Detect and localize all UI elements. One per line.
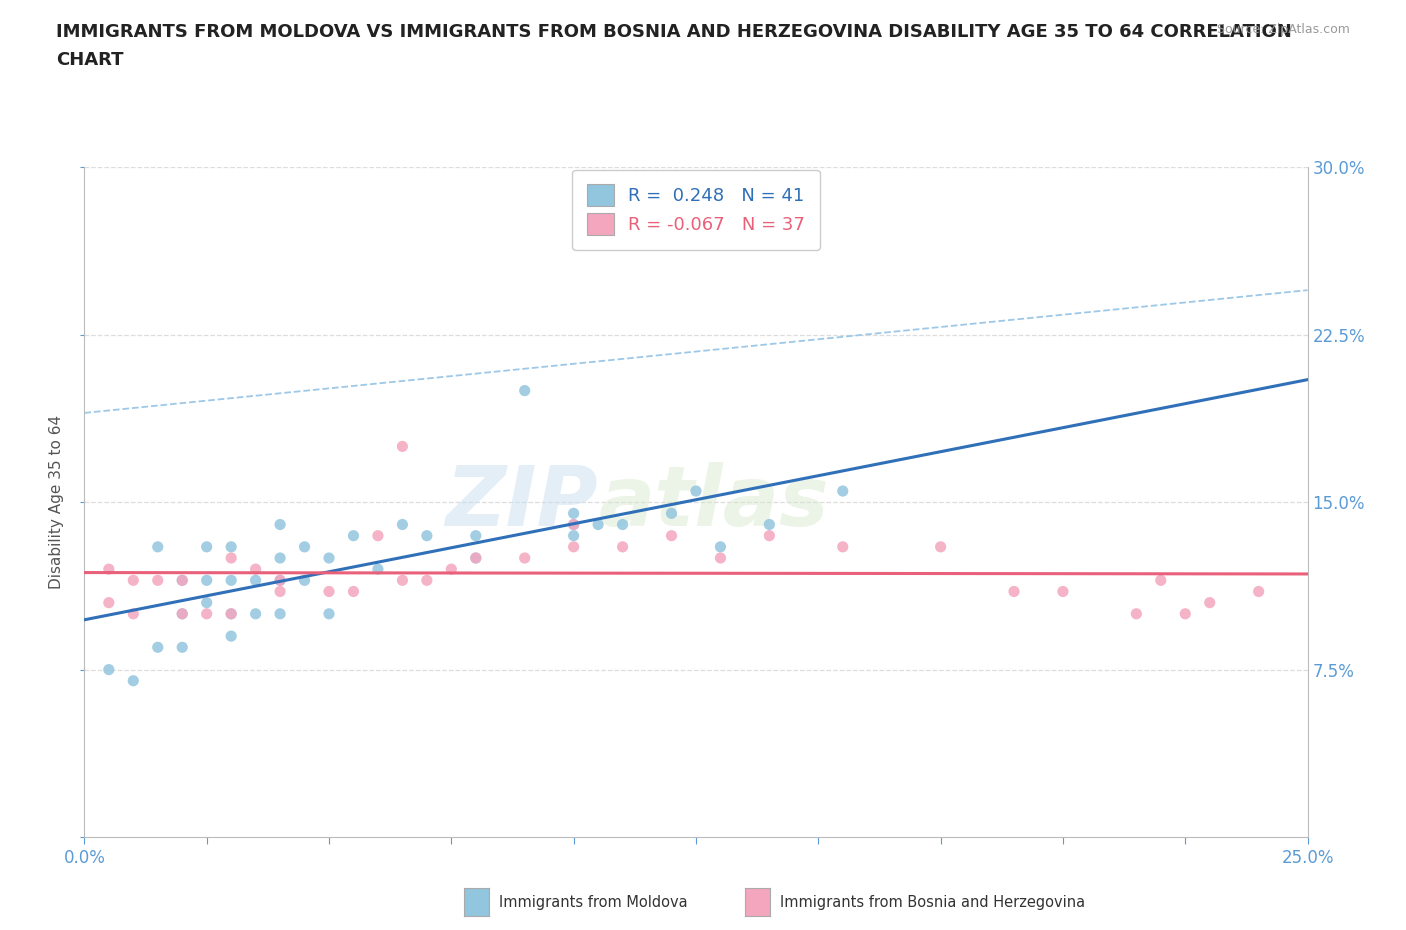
Point bbox=[612, 539, 634, 554]
Point bbox=[562, 517, 585, 532]
Point bbox=[464, 551, 486, 565]
Point bbox=[391, 439, 413, 454]
Y-axis label: Disability Age 35 to 64: Disability Age 35 to 64 bbox=[49, 415, 65, 590]
Point bbox=[391, 573, 413, 588]
Point bbox=[219, 573, 242, 588]
Point bbox=[245, 606, 267, 621]
Point bbox=[146, 573, 169, 588]
Point bbox=[172, 640, 194, 655]
Point bbox=[612, 517, 634, 532]
Point bbox=[269, 606, 291, 621]
Point bbox=[1125, 606, 1147, 621]
Point bbox=[367, 562, 389, 577]
Point bbox=[661, 528, 683, 543]
Point bbox=[391, 517, 413, 532]
Point bbox=[929, 539, 952, 554]
Point bbox=[1150, 573, 1173, 588]
Point bbox=[318, 606, 340, 621]
Point bbox=[661, 506, 683, 521]
Point bbox=[513, 551, 536, 565]
Point bbox=[97, 562, 120, 577]
Point bbox=[1174, 606, 1197, 621]
Text: ZIP: ZIP bbox=[446, 461, 598, 543]
Point bbox=[219, 629, 242, 644]
Text: IMMIGRANTS FROM MOLDOVA VS IMMIGRANTS FROM BOSNIA AND HERZEGOVINA DISABILITY AGE: IMMIGRANTS FROM MOLDOVA VS IMMIGRANTS FR… bbox=[56, 23, 1292, 41]
Point bbox=[219, 606, 242, 621]
Text: CHART: CHART bbox=[56, 51, 124, 69]
Point bbox=[219, 539, 242, 554]
Point bbox=[219, 606, 242, 621]
Point bbox=[416, 573, 439, 588]
Point bbox=[831, 539, 853, 554]
Point bbox=[416, 528, 439, 543]
Point bbox=[440, 562, 463, 577]
Point bbox=[269, 573, 291, 588]
Point bbox=[464, 551, 486, 565]
Point bbox=[269, 573, 291, 588]
Point bbox=[97, 662, 120, 677]
Point bbox=[195, 595, 218, 610]
Point bbox=[342, 528, 364, 543]
Point bbox=[219, 551, 242, 565]
Point bbox=[294, 573, 316, 588]
Point bbox=[1002, 584, 1025, 599]
Text: Immigrants from Moldova: Immigrants from Moldova bbox=[499, 895, 688, 910]
Point bbox=[513, 383, 536, 398]
Point bbox=[172, 573, 194, 588]
Point bbox=[464, 528, 486, 543]
Point bbox=[562, 528, 585, 543]
Point bbox=[685, 484, 707, 498]
Point bbox=[172, 606, 194, 621]
Point bbox=[195, 606, 218, 621]
Point bbox=[269, 584, 291, 599]
Point bbox=[269, 551, 291, 565]
Point bbox=[294, 539, 316, 554]
Point bbox=[269, 517, 291, 532]
Point bbox=[1052, 584, 1074, 599]
Text: Immigrants from Bosnia and Herzegovina: Immigrants from Bosnia and Herzegovina bbox=[780, 895, 1085, 910]
Point bbox=[1198, 595, 1220, 610]
Legend: R =  0.248   N = 41, R = -0.067   N = 37: R = 0.248 N = 41, R = -0.067 N = 37 bbox=[572, 170, 820, 250]
Point bbox=[709, 539, 731, 554]
Point bbox=[342, 584, 364, 599]
Point bbox=[146, 539, 169, 554]
Point bbox=[245, 562, 267, 577]
Point bbox=[367, 528, 389, 543]
Point bbox=[586, 517, 609, 532]
Point bbox=[97, 595, 120, 610]
Point bbox=[1247, 584, 1270, 599]
Point bbox=[562, 517, 585, 532]
Point bbox=[709, 551, 731, 565]
Text: atlas: atlas bbox=[598, 461, 828, 543]
Point bbox=[146, 640, 169, 655]
Point bbox=[195, 573, 218, 588]
Point bbox=[758, 517, 780, 532]
Point bbox=[562, 506, 585, 521]
Point bbox=[758, 528, 780, 543]
Point bbox=[172, 573, 194, 588]
Point bbox=[245, 573, 267, 588]
Point bbox=[122, 673, 145, 688]
Point bbox=[195, 539, 218, 554]
Point bbox=[318, 584, 340, 599]
Point bbox=[831, 484, 853, 498]
Text: Source: ZipAtlas.com: Source: ZipAtlas.com bbox=[1216, 23, 1350, 36]
Point bbox=[172, 606, 194, 621]
Point bbox=[122, 606, 145, 621]
Point bbox=[562, 539, 585, 554]
Point bbox=[318, 551, 340, 565]
Point bbox=[122, 573, 145, 588]
